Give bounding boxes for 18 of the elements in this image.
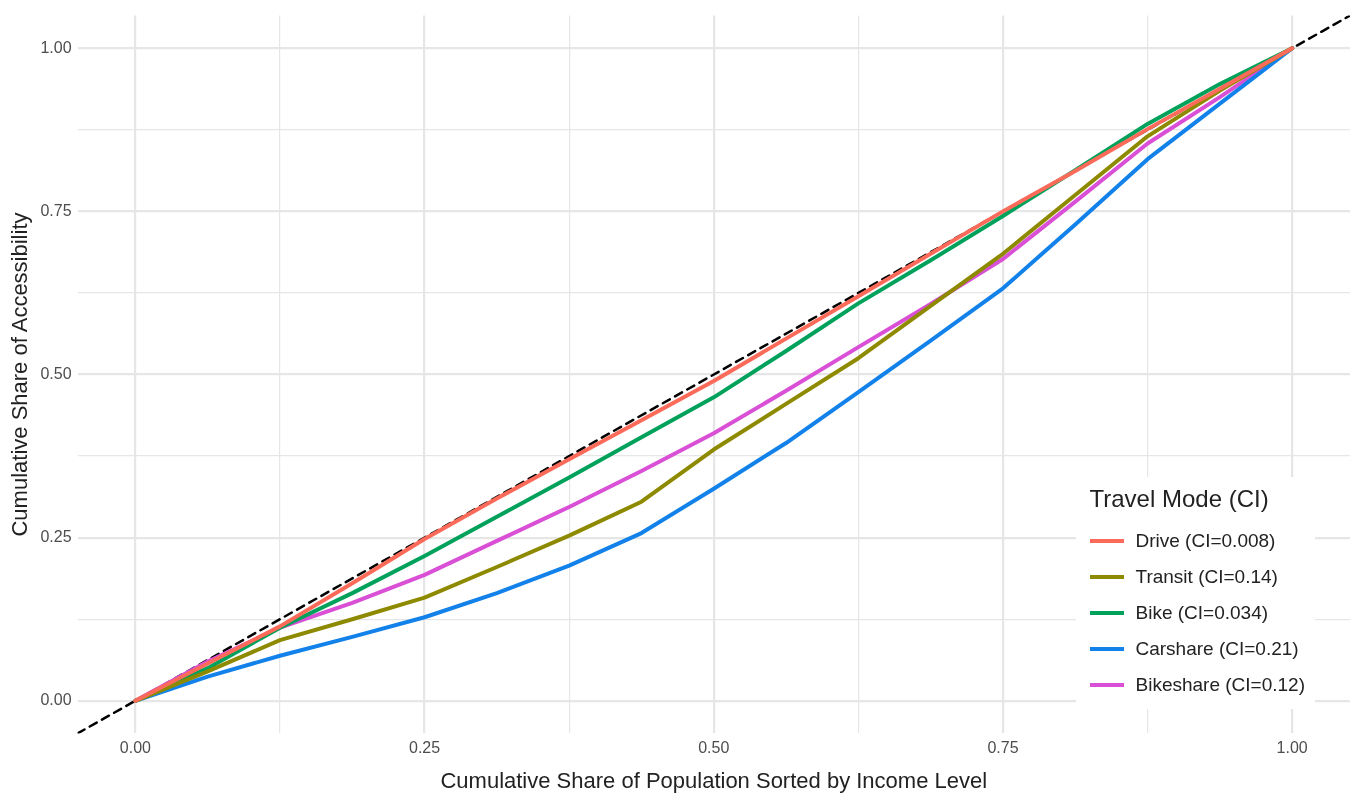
y-tick-label: 1.00 [40, 38, 72, 56]
y-tick-label: 0.00 [40, 691, 72, 709]
legend-label: Drive (CI=0.008) [1135, 530, 1276, 552]
x-tick-label: 0.75 [987, 739, 1019, 757]
y-tick-label: 0.25 [40, 528, 72, 546]
x-tick-label: 1.00 [1276, 739, 1308, 757]
legend-label: Bikeshare (CI=0.12) [1135, 674, 1305, 696]
y-tick-label: 0.75 [40, 201, 72, 219]
x-tick-label: 0.25 [409, 739, 441, 757]
legend-title: Travel Mode (CI) [1089, 485, 1270, 513]
legend-label: Bike (CI=0.034) [1135, 602, 1269, 624]
legend-label: Transit (CI=0.14) [1135, 566, 1278, 588]
legend-label: Carshare (CI=0.21) [1135, 638, 1299, 660]
y-tick-label: 0.50 [40, 364, 72, 382]
x-axis-title: Cumulative Share of Population Sorted by Income Level [440, 767, 988, 793]
x-tick-label: 0.00 [119, 739, 152, 757]
x-tick-label: 0.50 [698, 739, 730, 757]
y-axis-title: Cumulative Share of Accessibility [7, 212, 33, 537]
